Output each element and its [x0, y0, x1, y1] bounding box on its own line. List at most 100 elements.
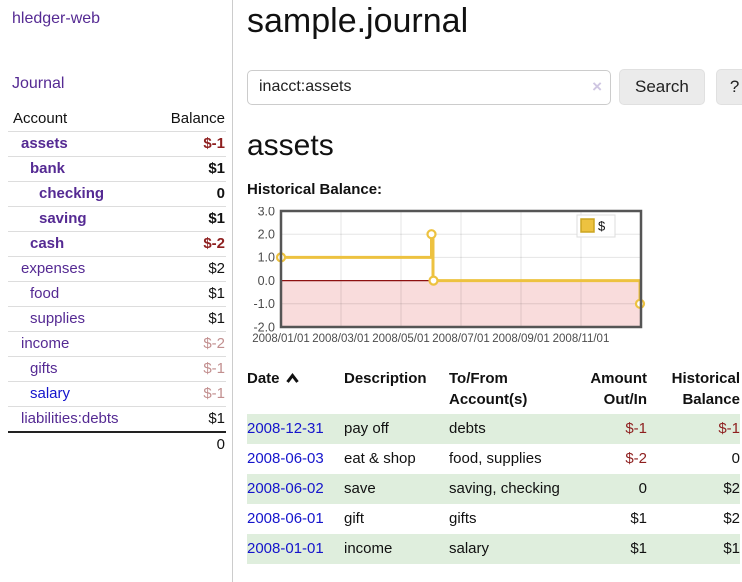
account-link-salary[interactable]: salary — [30, 385, 71, 402]
chart-svg: $ 3.0 2.0 1.0 0.0 -1.0 -2.0 2008/01/01 2… — [252, 205, 646, 345]
accounts-table-header: Account Balance — [8, 107, 226, 132]
transaction-date-link[interactable]: 2008-12-31 — [247, 420, 324, 437]
account-balance: $1 — [149, 206, 226, 232]
account-link-income[interactable]: income — [21, 335, 70, 352]
transaction-description: save — [344, 480, 376, 497]
chart-x-axis-labels: 2008/01/01 2008/03/01 2008/05/01 2008/07… — [252, 333, 609, 345]
historical-balance-chart: $ 3.0 2.0 1.0 0.0 -1.0 -2.0 2008/01/01 2… — [247, 205, 742, 349]
account-row: cash $-2 — [8, 231, 226, 257]
chart-legend: $ — [576, 214, 616, 238]
register-col-description: Description — [344, 370, 427, 387]
accounts-col-balance: Balance — [170, 110, 225, 127]
chart-negative-region — [282, 280, 640, 326]
transaction-amount: $1 — [630, 540, 647, 557]
search-button[interactable]: Search — [619, 69, 705, 105]
transaction-accounts: saving, checking — [449, 480, 560, 497]
account-balance: $2 — [149, 256, 226, 282]
account-balance: $-2 — [149, 231, 226, 257]
account-row: checking 0 — [8, 181, 226, 207]
account-link-cash[interactable]: cash — [30, 235, 65, 252]
account-balance: $1 — [149, 156, 226, 182]
account-row: income $-2 — [8, 331, 226, 357]
sort-ascending-icon — [285, 369, 300, 390]
account-row: bank $1 — [8, 156, 226, 182]
svg-text:2008/11/01: 2008/11/01 — [553, 333, 610, 345]
account-link-expenses[interactable]: expenses — [21, 260, 86, 277]
svg-text:2008/05/01: 2008/05/01 — [372, 333, 430, 345]
account-balance: $-1 — [149, 356, 226, 382]
sidebar: hledger-web Journal Account Balance asse… — [0, 0, 233, 582]
account-heading: assets — [247, 129, 334, 162]
transaction-row: 2008-06-01 gift gifts $1 $2 — [247, 504, 740, 534]
svg-text:2008/07/01: 2008/07/01 — [432, 333, 490, 345]
account-link-checking[interactable]: checking — [39, 185, 105, 202]
account-row: supplies $1 — [8, 306, 226, 332]
transaction-accounts: salary — [449, 540, 490, 557]
transaction-row: 2008-01-01 income salary $1 $1 — [247, 534, 740, 564]
transaction-amount: $1 — [630, 510, 647, 527]
account-row: saving $1 — [8, 206, 226, 232]
svg-text:1.0: 1.0 — [258, 251, 275, 265]
transaction-date-link[interactable]: 2008-06-03 — [247, 450, 324, 467]
account-balance: $1 — [149, 306, 226, 332]
sidebar-item-journal[interactable]: Journal — [12, 75, 65, 92]
main-content: sample.journal × Search ? assets Histori… — [233, 0, 742, 582]
svg-text:2008/09/01: 2008/09/01 — [492, 333, 550, 345]
account-row: assets $-1 — [8, 131, 226, 157]
register-header-row: Date Description To/From Account(s) Amou… — [247, 366, 740, 414]
account-link-gifts[interactable]: gifts — [30, 360, 58, 377]
transaction-row: 2008-06-02 save saving, checking 0 $2 — [247, 474, 740, 504]
account-balance: $-1 — [149, 131, 226, 157]
account-row: liabilities:debts $1 — [8, 406, 226, 432]
account-balance: $-2 — [149, 331, 226, 357]
account-row: food $1 — [8, 281, 226, 307]
transaction-row: 2008-06-03 eat & shop food, supplies $-2… — [247, 444, 740, 474]
account-balance: $-1 — [149, 381, 226, 407]
chart-title: Historical Balance: — [247, 181, 383, 198]
chart-y-axis-labels: 3.0 2.0 1.0 0.0 -1.0 -2.0 — [253, 205, 275, 335]
accounts-table: Account Balance assets $-1 bank $1 check… — [8, 107, 226, 457]
register-table: Date Description To/From Account(s) Amou… — [247, 366, 740, 564]
account-balance: $1 — [149, 406, 226, 432]
transaction-date-link[interactable]: 2008-01-01 — [247, 540, 324, 557]
transaction-amount: $-2 — [625, 450, 647, 467]
register-col-date-label: Date — [247, 370, 280, 387]
account-link-supplies[interactable]: supplies — [30, 310, 86, 327]
app-title-link[interactable]: hledger-web — [12, 10, 101, 27]
transaction-accounts: food, supplies — [449, 450, 542, 467]
register-col-amount: Amount Out/In — [590, 370, 647, 408]
account-link-food[interactable]: food — [30, 285, 60, 302]
search-input-wrap: × — [247, 69, 611, 105]
account-row: salary $-1 — [8, 381, 226, 407]
svg-text:2008/03/01: 2008/03/01 — [312, 333, 370, 345]
svg-text:-1.0: -1.0 — [253, 297, 275, 311]
account-link-assets[interactable]: assets — [21, 135, 68, 152]
register-col-tofrom: To/From Account(s) — [449, 370, 528, 408]
register-col-balance: Historical Balance — [671, 370, 740, 408]
transaction-date-link[interactable]: 2008-06-02 — [247, 480, 324, 497]
account-balance: 0 — [149, 181, 226, 207]
search-input[interactable] — [247, 69, 611, 105]
svg-text:0.0: 0.0 — [258, 274, 275, 288]
transaction-row: 2008-12-31 pay off debts $-1 $-1 — [247, 414, 740, 444]
accounts-col-account: Account — [13, 110, 68, 127]
svg-text:2008/01/01: 2008/01/01 — [252, 333, 310, 345]
clear-search-icon[interactable]: × — [592, 76, 602, 96]
svg-text:2.0: 2.0 — [258, 228, 275, 242]
account-balance: $1 — [149, 281, 226, 307]
transaction-date-link[interactable]: 2008-06-01 — [247, 510, 324, 527]
transaction-balance: $2 — [723, 510, 740, 527]
chart-legend-label: $ — [598, 219, 606, 234]
register-col-date[interactable]: Date — [247, 366, 344, 414]
transaction-balance: $-1 — [718, 420, 740, 437]
chart-border — [279, 209, 643, 329]
account-link-bank[interactable]: bank — [30, 160, 66, 177]
transaction-accounts: debts — [449, 420, 486, 437]
transaction-accounts: gifts — [449, 510, 477, 527]
accounts-total-value: 0 — [149, 431, 226, 457]
account-link-liabilities-debts[interactable]: liabilities:debts — [21, 410, 119, 427]
svg-text:3.0: 3.0 — [258, 207, 275, 219]
account-link-saving[interactable]: saving — [39, 210, 87, 227]
transaction-amount: $-1 — [625, 420, 647, 437]
help-button[interactable]: ? — [715, 69, 742, 105]
